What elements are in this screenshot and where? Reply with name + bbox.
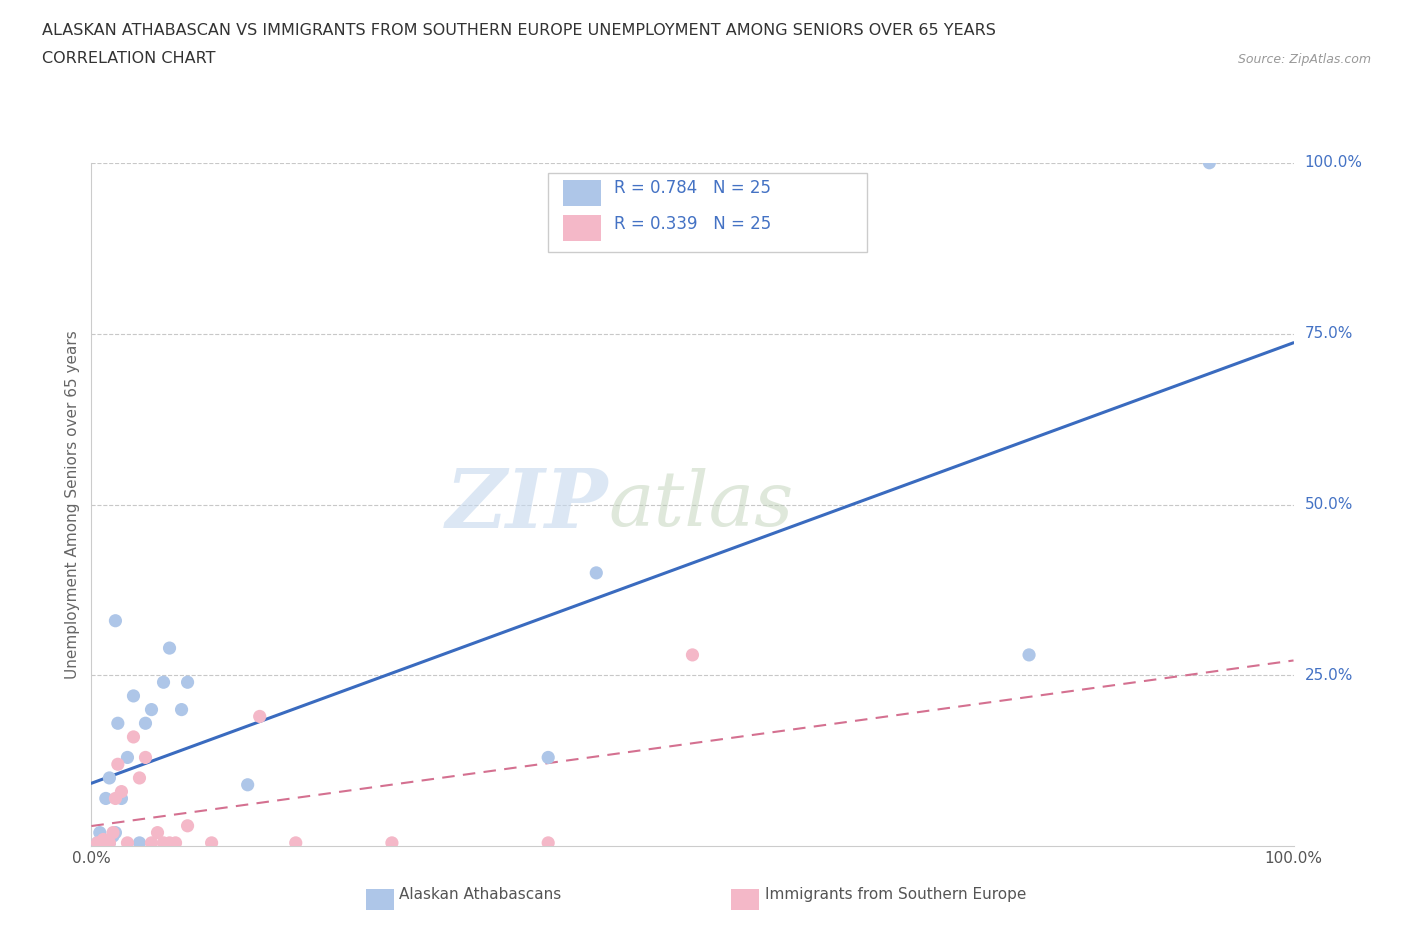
Point — [146, 825, 169, 840]
FancyBboxPatch shape — [562, 179, 602, 206]
Text: 50.0%: 50.0% — [1305, 497, 1353, 512]
Point — [159, 641, 181, 656]
Point — [98, 770, 121, 785]
Point — [86, 835, 108, 850]
Text: Immigrants from Southern Europe: Immigrants from Southern Europe — [765, 887, 1026, 902]
Point — [117, 750, 139, 764]
Text: R = 0.339   N = 25: R = 0.339 N = 25 — [614, 215, 772, 232]
Point — [110, 791, 132, 806]
Point — [141, 702, 163, 717]
Point — [128, 835, 150, 850]
Text: CORRELATION CHART: CORRELATION CHART — [42, 51, 215, 66]
Point — [93, 832, 115, 847]
Point — [201, 835, 224, 850]
Point — [134, 716, 156, 731]
FancyBboxPatch shape — [562, 216, 602, 242]
Point — [89, 825, 111, 840]
Point — [170, 702, 193, 717]
Point — [134, 750, 156, 764]
Point — [94, 835, 117, 850]
Point — [236, 777, 259, 792]
Point — [122, 688, 145, 703]
Point — [93, 835, 115, 850]
Point — [1198, 155, 1220, 170]
Point — [159, 835, 181, 850]
Point — [128, 770, 150, 785]
Point — [107, 716, 129, 731]
Point — [585, 565, 607, 580]
Point — [284, 835, 307, 850]
Point — [537, 750, 560, 764]
Point — [176, 675, 198, 690]
Text: ZIP: ZIP — [446, 464, 609, 545]
Point — [104, 825, 127, 840]
FancyBboxPatch shape — [548, 173, 866, 252]
Point — [249, 709, 271, 724]
Text: 25.0%: 25.0% — [1305, 668, 1353, 683]
Point — [101, 829, 124, 844]
Text: ALASKAN ATHABASCAN VS IMMIGRANTS FROM SOUTHERN EUROPE UNEMPLOYMENT AMONG SENIORS: ALASKAN ATHABASCAN VS IMMIGRANTS FROM SO… — [42, 23, 995, 38]
Point — [101, 825, 124, 840]
Point — [176, 818, 198, 833]
Point — [165, 835, 187, 850]
Y-axis label: Unemployment Among Seniors over 65 years: Unemployment Among Seniors over 65 years — [65, 330, 80, 679]
Point — [89, 835, 111, 850]
Text: 100.0%: 100.0% — [1305, 155, 1362, 170]
Point — [381, 835, 404, 850]
Text: atlas: atlas — [609, 468, 793, 541]
Text: Alaskan Athabascans: Alaskan Athabascans — [399, 887, 561, 902]
Point — [1018, 647, 1040, 662]
Point — [152, 835, 174, 850]
Text: Source: ZipAtlas.com: Source: ZipAtlas.com — [1237, 53, 1371, 66]
Point — [104, 791, 127, 806]
Point — [86, 835, 108, 850]
Point — [537, 835, 560, 850]
Text: 75.0%: 75.0% — [1305, 326, 1353, 341]
Point — [117, 835, 139, 850]
Point — [152, 675, 174, 690]
Point — [122, 729, 145, 744]
Point — [110, 784, 132, 799]
Point — [141, 835, 163, 850]
Point — [107, 757, 129, 772]
Point — [98, 835, 121, 850]
Point — [681, 647, 703, 662]
Point — [98, 835, 121, 850]
Text: R = 0.784   N = 25: R = 0.784 N = 25 — [614, 179, 772, 197]
Point — [94, 791, 117, 806]
Point — [104, 613, 127, 628]
